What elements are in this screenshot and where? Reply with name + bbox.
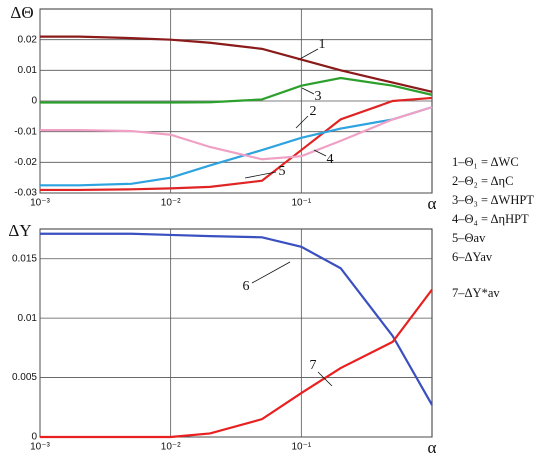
line-annotation: 3 [315, 89, 322, 104]
data-line [40, 232, 433, 406]
legend-entry: 7–ΔY*av [452, 286, 500, 300]
line-annotation: 6 [243, 279, 250, 294]
x-axis-label: α [428, 438, 437, 457]
data-line [40, 288, 433, 439]
y-tick-label: 0.015 [12, 253, 37, 264]
data-line [40, 35, 433, 93]
leader-line [313, 149, 327, 157]
leader-line [244, 171, 277, 179]
x-tick-label: 10⁻² [161, 442, 181, 453]
leader-line [317, 371, 333, 387]
y-axis-label: ΔΘ [10, 3, 33, 22]
x-tick-label: 10⁻³ [30, 442, 50, 453]
legend-entry: 4–Θ₄ = ΔηHPT [452, 212, 529, 226]
y-tick-label: -0.01 [14, 126, 37, 137]
y-axis-label: ΔY [8, 221, 31, 240]
legend-entry: 2–Θ₂ = ΔηC [452, 174, 513, 188]
x-axis-label: α [428, 194, 437, 213]
y-tick-label: 0 [31, 96, 37, 107]
y-tick-label: 0.01 [18, 313, 38, 324]
data-line [40, 96, 433, 192]
line-annotation: 4 [327, 152, 334, 167]
data-line [40, 106, 433, 161]
data-line [40, 76, 433, 104]
y-tick-label: 0.01 [18, 65, 38, 76]
line-annotation: 5 [279, 164, 286, 179]
legend-entry: 5–Θav [452, 231, 486, 245]
data-line [40, 106, 433, 187]
leader-line [301, 87, 315, 95]
x-tick-label: 10⁻¹ [291, 198, 311, 209]
legend-entry: 3–Θ₃ = ΔWHPT [452, 193, 534, 207]
leader-line [297, 48, 319, 61]
legend-entry: 6–ΔYav [452, 250, 493, 264]
y-tick-label: 0.02 [18, 34, 38, 45]
y-tick-label: 0 [31, 432, 37, 443]
x-tick-label: 10⁻² [161, 198, 181, 209]
y-tick-label: -0.02 [14, 157, 37, 168]
y-tick-label: -0.03 [14, 188, 37, 199]
leader-line [295, 115, 309, 129]
line-annotation: 1 [319, 37, 326, 52]
legend-entry: 1–Θ₁ = ΔWC [452, 155, 519, 169]
y-tick-label: 0.005 [12, 372, 37, 383]
line-annotation: 2 [310, 104, 317, 119]
plot-frame [39, 228, 433, 438]
line-annotation: 7 [310, 358, 317, 373]
x-tick-label: 10⁻¹ [291, 442, 311, 453]
leader-line [251, 261, 291, 284]
x-tick-label: 10⁻³ [30, 198, 50, 209]
